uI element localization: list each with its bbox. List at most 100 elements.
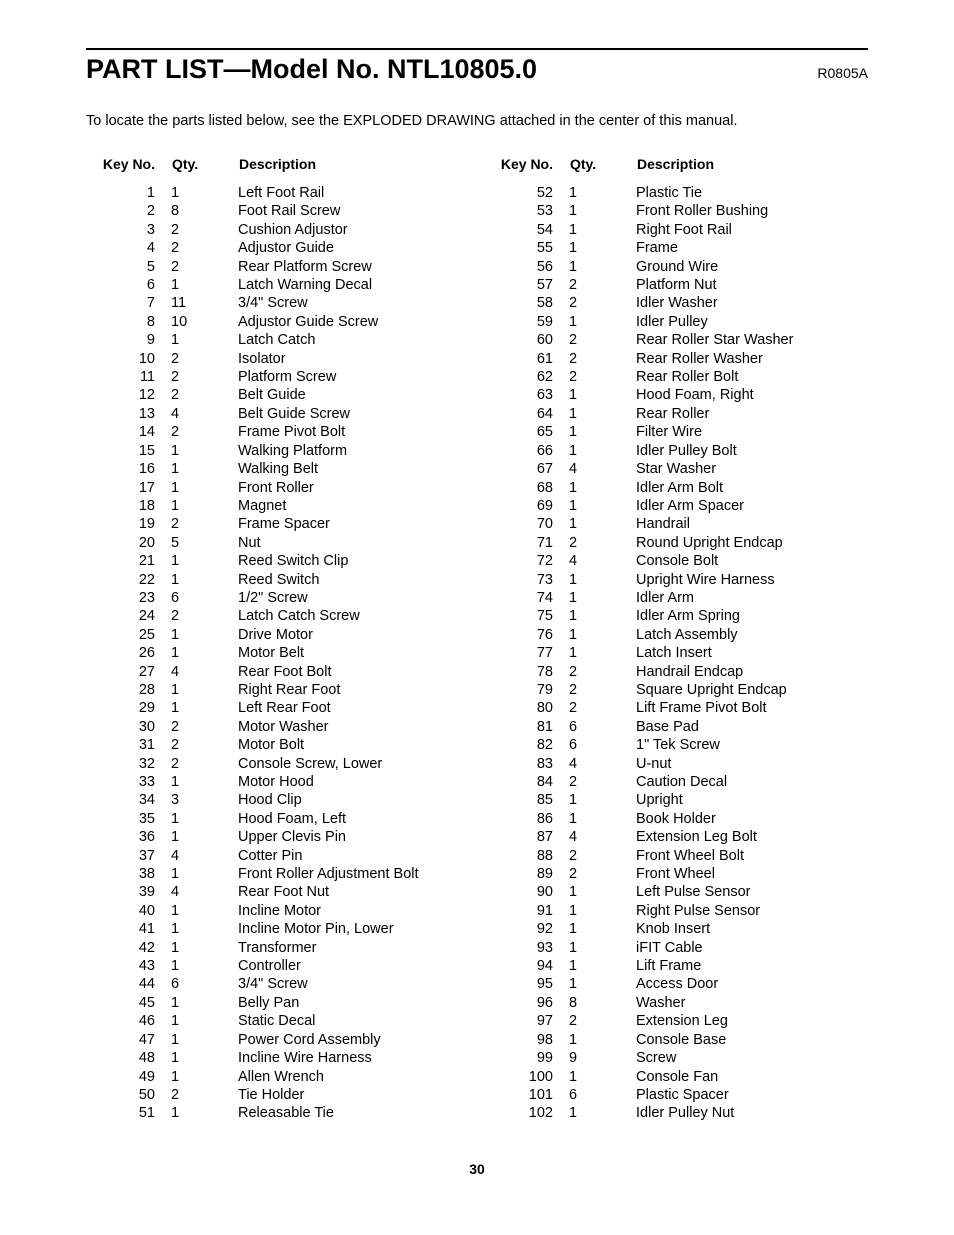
cell-qty: 1: [569, 589, 636, 607]
cell-key: 79: [484, 681, 569, 699]
cell-desc: Rear Roller Star Washer: [636, 331, 868, 349]
table-row: 343Hood Clip: [86, 791, 484, 809]
cell-key: 63: [484, 386, 569, 404]
cell-desc: Reed Switch: [238, 571, 484, 589]
cell-desc: iFIT Cable: [636, 939, 868, 957]
cell-key: 1: [86, 184, 171, 202]
cell-qty: 1: [569, 607, 636, 625]
cell-qty: 2: [171, 515, 238, 533]
cell-desc: Left Rear Foot: [238, 699, 484, 717]
cell-key: 66: [484, 442, 569, 460]
cell-desc: Front Wheel Bolt: [636, 847, 868, 865]
table-row: 2361/2" Screw: [86, 589, 484, 607]
cell-key: 78: [484, 663, 569, 681]
table-row: 861Book Holder: [484, 810, 868, 828]
table-row: 122Belt Guide: [86, 386, 484, 404]
table-row: 981Console Base: [484, 1031, 868, 1049]
cell-key: 4: [86, 239, 171, 257]
cell-key: 26: [86, 644, 171, 662]
cell-desc: Motor Hood: [238, 773, 484, 791]
cell-desc: Caution Decal: [636, 773, 868, 791]
cell-key: 59: [484, 313, 569, 331]
table-row: 331Motor Hood: [86, 773, 484, 791]
cell-desc: Idler Pulley Nut: [636, 1104, 868, 1122]
table-row: 851Upright: [484, 791, 868, 809]
cell-qty: 2: [171, 607, 238, 625]
cell-qty: 4: [171, 847, 238, 865]
cell-qty: 6: [171, 589, 238, 607]
table-row: 102Isolator: [86, 350, 484, 368]
cell-key: 64: [484, 405, 569, 423]
cell-desc: Handrail: [636, 515, 868, 533]
table-row: 491Allen Wrench: [86, 1068, 484, 1086]
cell-desc: Belt Guide: [238, 386, 484, 404]
cell-key: 85: [484, 791, 569, 809]
cell-key: 100: [484, 1068, 569, 1086]
table-row: 11Left Foot Rail: [86, 184, 484, 202]
cell-key: 73: [484, 571, 569, 589]
cell-desc: Walking Platform: [238, 442, 484, 460]
cell-key: 52: [484, 184, 569, 202]
cell-qty: 1: [569, 571, 636, 589]
table-row: 802Lift Frame Pivot Bolt: [484, 699, 868, 717]
cell-desc: Console Base: [636, 1031, 868, 1049]
table-row: 421Transformer: [86, 939, 484, 957]
cell-desc: Releasable Tie: [238, 1104, 484, 1122]
cell-desc: Round Upright Endcap: [636, 534, 868, 552]
cell-qty: 4: [171, 405, 238, 423]
cell-qty: 2: [171, 258, 238, 276]
cell-desc: Walking Belt: [238, 460, 484, 478]
cell-desc: Controller: [238, 957, 484, 975]
revision-code: R0805A: [817, 65, 868, 81]
cell-key: 24: [86, 607, 171, 625]
cell-desc: Frame Pivot Bolt: [238, 423, 484, 441]
cell-qty: 4: [569, 755, 636, 773]
cell-qty: 1: [171, 626, 238, 644]
right-column: Key No. Qty. Description 521Plastic Tie5…: [484, 155, 868, 1123]
cell-qty: 1: [569, 405, 636, 423]
table-row: 281Right Rear Foot: [86, 681, 484, 699]
table-row: 602Rear Roller Star Washer: [484, 331, 868, 349]
cell-desc: Star Washer: [636, 460, 868, 478]
table-row: 211Reed Switch Clip: [86, 552, 484, 570]
cell-key: 67: [484, 460, 569, 478]
cell-desc: Hood Clip: [238, 791, 484, 809]
cell-key: 33: [86, 773, 171, 791]
cell-desc: Platform Nut: [636, 276, 868, 294]
table-row: 1016Plastic Spacer: [484, 1086, 868, 1104]
header-key: Key No.: [484, 155, 569, 184]
cell-key: 38: [86, 865, 171, 883]
table-row: 242Latch Catch Screw: [86, 607, 484, 625]
table-row: 551Frame: [484, 239, 868, 257]
cell-qty: 2: [569, 350, 636, 368]
table-row: 771Latch Insert: [484, 644, 868, 662]
cell-qty: 1: [569, 239, 636, 257]
cell-key: 70: [484, 515, 569, 533]
cell-desc: Frame: [636, 239, 868, 257]
table-row: 291Left Rear Foot: [86, 699, 484, 717]
cell-key: 91: [484, 902, 569, 920]
cell-key: 2: [86, 202, 171, 220]
cell-desc: Frame Spacer: [238, 515, 484, 533]
cell-desc: Latch Insert: [636, 644, 868, 662]
table-row: 322Console Screw, Lower: [86, 755, 484, 773]
cell-key: 45: [86, 994, 171, 1012]
table-row: 32Cushion Adjustor: [86, 221, 484, 239]
cell-qty: 1: [171, 442, 238, 460]
cell-desc: Incline Wire Harness: [238, 1049, 484, 1067]
cell-key: 35: [86, 810, 171, 828]
cell-key: 80: [484, 699, 569, 717]
table-row: 882Front Wheel Bolt: [484, 847, 868, 865]
cell-qty: 2: [569, 773, 636, 791]
cell-qty: 2: [171, 221, 238, 239]
table-row: 112Platform Screw: [86, 368, 484, 386]
table-row: 28Foot Rail Screw: [86, 202, 484, 220]
table-row: 205Nut: [86, 534, 484, 552]
cell-key: 28: [86, 681, 171, 699]
table-row: 221Reed Switch: [86, 571, 484, 589]
cell-qty: 6: [569, 1086, 636, 1104]
table-row: 531Front Roller Bushing: [484, 202, 868, 220]
table-row: 761Latch Assembly: [484, 626, 868, 644]
cell-desc: Adjustor Guide Screw: [238, 313, 484, 331]
cell-desc: Rear Roller Washer: [636, 350, 868, 368]
